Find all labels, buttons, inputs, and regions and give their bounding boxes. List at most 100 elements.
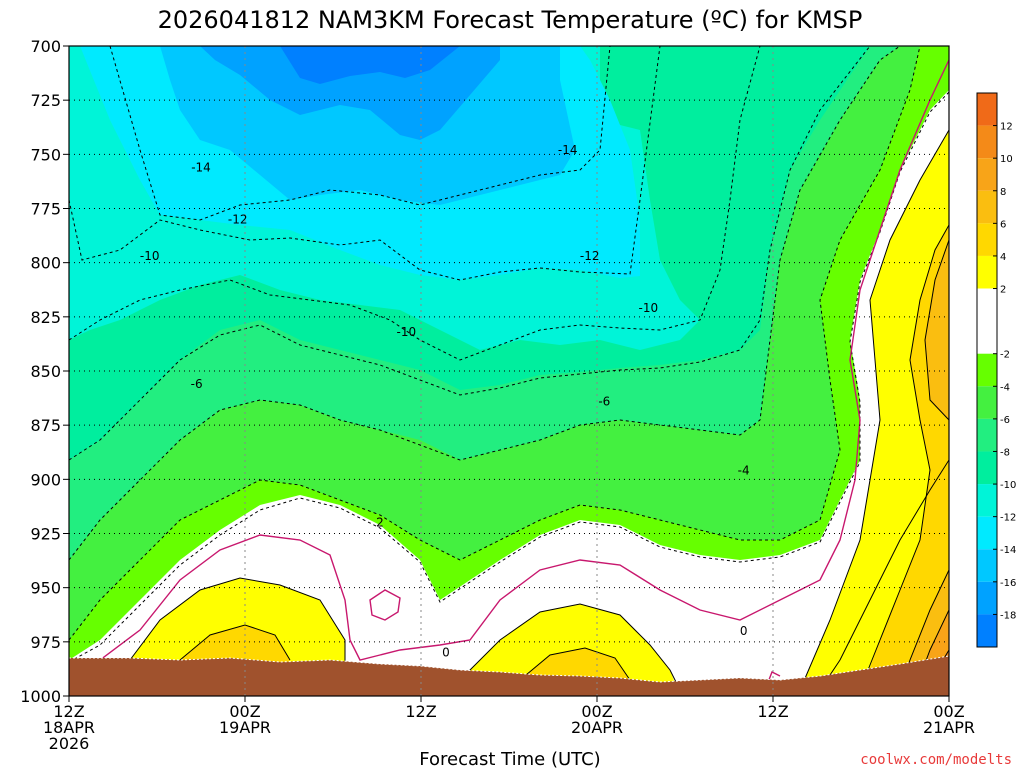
credit-text: coolwx.com/modelts bbox=[860, 752, 1012, 768]
colorbar-tick-label: 4 bbox=[1000, 252, 1006, 263]
terrain-top-edge bbox=[69, 655, 949, 683]
y-tick-label: 900 bbox=[30, 470, 61, 489]
colorbar-band bbox=[977, 614, 997, 647]
y-tick-label: 925 bbox=[30, 525, 61, 544]
chart-title: 2026041812 NAM3KM Forecast Temperature (… bbox=[158, 6, 863, 34]
contour-label: -6 bbox=[598, 394, 610, 408]
contour-plus2-b bbox=[459, 603, 681, 691]
band-plus2-plus4-c bbox=[800, 130, 949, 696]
colorbar: 12 10 8 6 4 2 -2 -4 -6 -8 -10 -12 -14 -16 -18 bbox=[976, 92, 1016, 648]
colorbar-band bbox=[977, 386, 997, 419]
x-tick-label: 12Z bbox=[53, 702, 84, 721]
y-tick-label: 750 bbox=[30, 145, 61, 164]
x-tick-label: 00Z bbox=[933, 702, 964, 721]
band-below-minus18 bbox=[280, 46, 460, 84]
colorbar-band bbox=[977, 255, 997, 289]
contour-plus4-b bbox=[519, 647, 631, 681]
colorbar-band bbox=[977, 516, 997, 550]
positive-contours bbox=[129, 129, 949, 691]
contour-label: -4 bbox=[738, 464, 750, 478]
colorbar-band bbox=[977, 190, 997, 224]
y-tick-label: 700 bbox=[30, 37, 61, 56]
y-tick-label: 1000 bbox=[20, 687, 61, 706]
x-tick-label: 00Z bbox=[581, 702, 612, 721]
x-tick-label: 21APR bbox=[923, 718, 975, 737]
colorbar-tick-label: -6 bbox=[1000, 415, 1010, 426]
colorbar-band bbox=[977, 93, 997, 126]
y-tick-label: 950 bbox=[30, 579, 61, 598]
x-tick-label: 18APR bbox=[43, 718, 95, 737]
y-tick-label: 800 bbox=[30, 254, 61, 273]
x-tick-label: 19APR bbox=[219, 718, 271, 737]
x-tick-label: 00Z bbox=[229, 702, 260, 721]
colorbar-tick-label: 2 bbox=[1000, 285, 1006, 296]
contour-label: 0 bbox=[740, 624, 748, 638]
contour-plus4-c bbox=[859, 224, 949, 691]
x-tick-label: 12Z bbox=[757, 702, 788, 721]
x-tick-label: 12Z bbox=[405, 702, 436, 721]
colorbar-tick-label: -8 bbox=[1000, 447, 1010, 458]
contour-labels: -14 -14 -12 -12 -10 -10 -10 -6 -6 -4 2 0 0 bbox=[140, 143, 750, 660]
colorbar-tick-label: -18 bbox=[1000, 610, 1016, 621]
colorbar-band bbox=[977, 451, 997, 485]
contour-label: -14 bbox=[558, 143, 578, 157]
colorbar-tick-label: 10 bbox=[1000, 154, 1013, 165]
colorbar-tick-label: 6 bbox=[1000, 219, 1006, 230]
colorbar-band bbox=[977, 484, 997, 517]
grid bbox=[69, 46, 949, 696]
band-plus2-minus2 bbox=[69, 90, 949, 696]
colorbar-tick-label: -4 bbox=[1000, 382, 1010, 393]
colorbar-tick-label: -14 bbox=[1000, 545, 1016, 556]
contour-plus6-d bbox=[924, 239, 949, 421]
y-tick-label: 850 bbox=[30, 362, 61, 381]
x-axis-label: Forecast Time (UTC) bbox=[419, 749, 600, 768]
band-plus6-plus8-b bbox=[925, 240, 949, 420]
plot-area: -14 -14 -12 -12 -10 -10 -10 -6 -6 -4 2 0 0 bbox=[69, 46, 949, 696]
contour-label: 2 bbox=[376, 516, 384, 530]
colorbar-band bbox=[977, 223, 997, 256]
colorbar-tick-label: 8 bbox=[1000, 187, 1006, 198]
contour-label: -14 bbox=[191, 160, 211, 174]
colorbar-tick-label: -12 bbox=[1000, 513, 1016, 524]
colorbar-tick-label: -10 bbox=[1000, 480, 1016, 491]
colorbar-band bbox=[977, 353, 997, 387]
contour-near-ground bbox=[819, 459, 949, 691]
contour-label: -12 bbox=[580, 249, 600, 263]
contour-label: 0 bbox=[442, 646, 450, 660]
contour-label: -10 bbox=[639, 301, 659, 315]
x-tick-label: 2026 bbox=[49, 734, 90, 753]
contour-plus2-c bbox=[799, 129, 949, 691]
contour-label: -12 bbox=[228, 212, 248, 226]
y-tick-label: 875 bbox=[30, 416, 61, 435]
terrain bbox=[69, 656, 949, 696]
contour-minus10 bbox=[69, 46, 761, 361]
colorbar-tick-label: -2 bbox=[1000, 350, 1010, 361]
contour-label: -6 bbox=[191, 377, 203, 391]
colorbar-band bbox=[977, 158, 997, 191]
contour-minus6 bbox=[69, 46, 901, 561]
colorbar-band bbox=[977, 581, 997, 615]
y-axis: 700 725 750 775 800 825 850 875 900 925 950 975 1000 bbox=[20, 37, 69, 706]
freezing-line-main bbox=[69, 59, 949, 681]
negative-contours bbox=[69, 46, 949, 663]
y-tick-label: 725 bbox=[30, 91, 61, 110]
y-tick-label: 975 bbox=[30, 633, 61, 652]
colorbar-band bbox=[977, 418, 997, 452]
y-tick-label: 825 bbox=[30, 308, 61, 327]
colorbar-band bbox=[977, 125, 997, 159]
freezing-line-loop bbox=[369, 589, 401, 621]
contour-plus2 bbox=[129, 577, 346, 690]
x-tick-label: 20APR bbox=[571, 718, 623, 737]
colorbar-tick-label: -16 bbox=[1000, 578, 1016, 589]
contour-label: -10 bbox=[397, 325, 417, 339]
colorbar-band bbox=[977, 549, 997, 582]
contour-plus4 bbox=[179, 624, 291, 661]
contour-minus8 bbox=[69, 46, 871, 461]
contour-label: -10 bbox=[140, 249, 160, 263]
colorbar-band bbox=[977, 288, 997, 354]
y-tick-label: 775 bbox=[30, 200, 61, 219]
colorbar-frame bbox=[976, 92, 998, 648]
colorbar-tick-label: 12 bbox=[1000, 122, 1013, 133]
